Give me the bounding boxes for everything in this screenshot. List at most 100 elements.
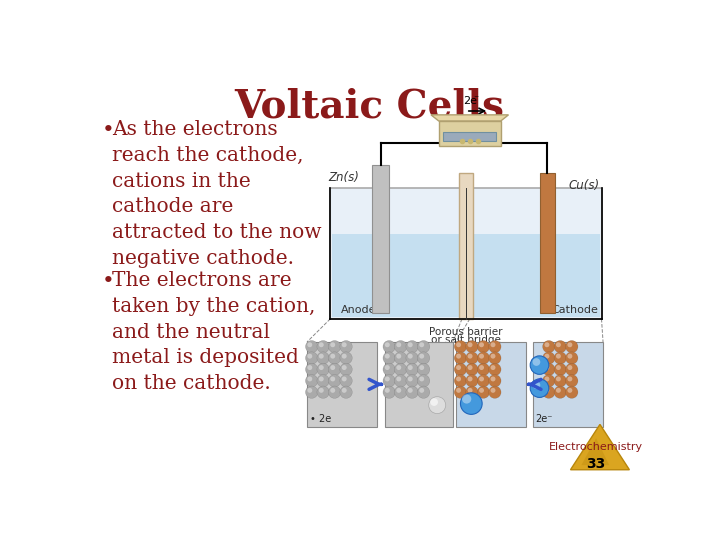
Circle shape	[454, 363, 467, 376]
Circle shape	[328, 375, 341, 387]
Circle shape	[466, 363, 478, 376]
Circle shape	[419, 365, 424, 370]
Circle shape	[307, 388, 312, 393]
Circle shape	[490, 376, 495, 381]
Circle shape	[406, 352, 418, 364]
Circle shape	[307, 376, 312, 381]
Circle shape	[317, 363, 329, 376]
Circle shape	[319, 376, 324, 381]
Circle shape	[477, 340, 490, 353]
Text: Electrochemistry: Electrochemistry	[549, 442, 643, 453]
Circle shape	[305, 352, 318, 364]
Circle shape	[317, 340, 329, 353]
Polygon shape	[431, 115, 508, 121]
Circle shape	[543, 363, 555, 376]
Polygon shape	[570, 424, 629, 470]
Circle shape	[489, 352, 501, 364]
Text: Zn(s): Zn(s)	[328, 171, 359, 184]
Circle shape	[454, 386, 467, 399]
Circle shape	[543, 375, 555, 387]
Circle shape	[383, 363, 395, 376]
Circle shape	[567, 354, 572, 359]
Circle shape	[408, 354, 413, 359]
Circle shape	[396, 388, 401, 393]
Circle shape	[489, 363, 501, 376]
Circle shape	[544, 342, 549, 347]
Circle shape	[419, 388, 424, 393]
Circle shape	[342, 342, 347, 347]
Text: • 2e: • 2e	[310, 414, 331, 423]
Text: 33: 33	[587, 457, 606, 471]
Circle shape	[554, 340, 567, 353]
Circle shape	[543, 386, 555, 399]
Circle shape	[418, 363, 430, 376]
Circle shape	[567, 365, 572, 370]
Circle shape	[489, 375, 501, 387]
Text: or salt bridge: or salt bridge	[431, 335, 501, 345]
Bar	[456, 342, 526, 427]
Bar	[438, 121, 500, 146]
Circle shape	[431, 398, 438, 406]
Circle shape	[454, 352, 467, 364]
Text: Anode: Anode	[341, 305, 377, 315]
Circle shape	[305, 363, 318, 376]
Circle shape	[396, 376, 401, 381]
Circle shape	[467, 342, 472, 347]
Circle shape	[544, 365, 549, 370]
Circle shape	[395, 340, 407, 353]
Circle shape	[307, 354, 312, 359]
Circle shape	[342, 388, 347, 393]
Circle shape	[556, 376, 561, 381]
Circle shape	[328, 386, 341, 399]
Bar	[332, 234, 600, 318]
Circle shape	[406, 340, 418, 353]
Text: The electrons are
taken by the cation,
and the neutral
metal is deposited
on the: The electrons are taken by the cation, a…	[112, 271, 315, 393]
Circle shape	[305, 340, 318, 353]
Circle shape	[479, 388, 484, 393]
Circle shape	[456, 365, 461, 370]
Circle shape	[395, 363, 407, 376]
Circle shape	[477, 363, 490, 376]
Circle shape	[342, 354, 347, 359]
Circle shape	[554, 363, 567, 376]
Circle shape	[556, 388, 561, 393]
Circle shape	[396, 342, 401, 347]
Circle shape	[466, 375, 478, 387]
Bar	[539, 173, 555, 313]
Circle shape	[319, 388, 324, 393]
Circle shape	[567, 388, 572, 393]
Bar	[384, 342, 453, 427]
Circle shape	[467, 388, 472, 393]
Circle shape	[454, 375, 467, 387]
Circle shape	[342, 376, 347, 381]
Circle shape	[319, 342, 324, 347]
Circle shape	[418, 386, 430, 399]
Circle shape	[466, 340, 478, 353]
Circle shape	[395, 352, 407, 364]
Circle shape	[317, 352, 329, 364]
Circle shape	[565, 363, 578, 376]
Circle shape	[556, 365, 561, 370]
Circle shape	[544, 376, 549, 381]
Circle shape	[330, 376, 336, 381]
Circle shape	[554, 375, 567, 387]
Circle shape	[462, 394, 472, 403]
Circle shape	[454, 340, 467, 353]
Circle shape	[305, 375, 318, 387]
Circle shape	[328, 352, 341, 364]
Circle shape	[395, 386, 407, 399]
Circle shape	[383, 375, 395, 387]
Circle shape	[408, 342, 413, 347]
Circle shape	[395, 375, 407, 387]
Circle shape	[307, 342, 312, 347]
Circle shape	[490, 388, 495, 393]
Circle shape	[418, 352, 430, 364]
Circle shape	[406, 375, 418, 387]
Circle shape	[319, 354, 324, 359]
Circle shape	[556, 342, 561, 347]
Text: •: •	[102, 120, 114, 140]
Bar	[459, 173, 473, 319]
Circle shape	[456, 388, 461, 393]
Circle shape	[406, 386, 418, 399]
Text: Cathode: Cathode	[551, 305, 598, 315]
